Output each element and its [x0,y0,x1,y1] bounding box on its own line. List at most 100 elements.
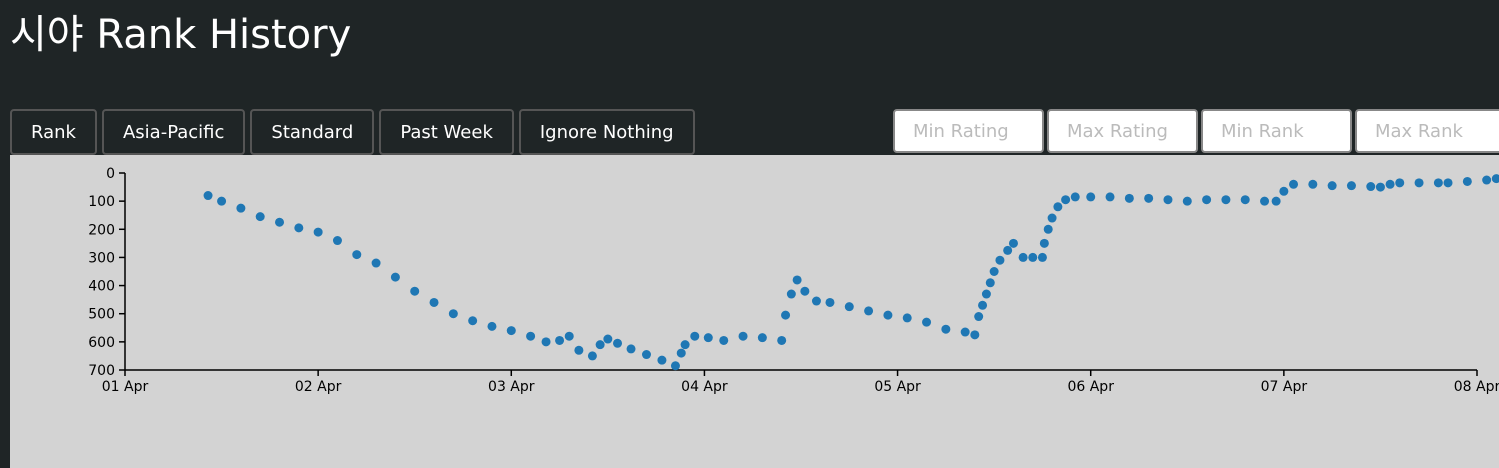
point [825,297,835,307]
point [1144,193,1154,203]
point [526,331,536,341]
point [792,275,802,285]
point [236,203,246,213]
point [1462,176,1472,186]
point [1163,195,1173,205]
point [781,310,791,320]
point [487,321,497,331]
x-tick-label: 05 Apr [874,379,921,395]
point [1375,182,1385,192]
x-tick-label: 06 Apr [1067,379,1114,395]
point [1385,179,1395,189]
x-tick-label: 08 Apr [1454,379,1499,395]
point [978,300,988,310]
point [1043,224,1053,234]
point [1202,195,1212,205]
point [1124,193,1134,203]
point [1308,179,1318,189]
point [1028,252,1038,262]
x-tick-label: 02 Apr [295,379,342,395]
page-title: 시야 Rank History [10,12,352,58]
point [960,327,970,337]
point [1271,196,1281,206]
point [1260,196,1270,206]
point [1221,195,1231,205]
point [676,348,686,358]
point [429,297,439,307]
point [332,236,342,246]
point [1037,252,1047,262]
point [670,361,680,371]
point [1395,178,1405,188]
x-tick-label: 01 Apr [102,379,149,395]
max-rating-input[interactable] [1047,109,1198,153]
region-button[interactable]: Asia-Pacific [101,109,246,155]
point [1443,178,1453,188]
y-tick-label: 100 [88,194,115,210]
point [506,326,516,336]
point [564,331,574,341]
point [800,286,810,296]
point [985,278,995,288]
point [777,335,787,345]
point [1053,202,1063,212]
max-rank-input[interactable] [1355,109,1499,153]
point [719,335,729,345]
point [313,227,323,237]
mode-button[interactable]: Standard [250,109,375,155]
point [352,250,362,260]
rank-button[interactable]: Rank [10,109,97,155]
point [902,313,912,323]
point [1061,195,1071,205]
point [410,286,420,296]
point [703,333,713,343]
min-rank-input[interactable] [1201,109,1352,153]
point [1003,245,1013,255]
point [203,191,213,201]
point [574,345,584,355]
point [1070,192,1080,202]
point [995,255,1005,265]
point [255,212,265,222]
point [970,330,980,340]
point [1327,181,1337,191]
ignore-button[interactable]: Ignore Nothing [518,109,695,155]
point [1414,178,1424,188]
point [757,333,767,343]
period-button[interactable]: Past Week [379,109,514,155]
y-tick-label: 500 [88,307,115,323]
point [555,335,565,345]
point [864,306,874,316]
point [603,334,613,344]
y-tick-label: 300 [88,250,115,266]
x-tick-label: 04 Apr [681,379,728,395]
point [275,217,285,227]
point [1279,186,1289,196]
y-tick-label: 400 [88,279,115,295]
point [1289,179,1299,189]
point [738,331,748,341]
point [922,317,932,327]
point [595,340,605,350]
point [468,316,478,326]
point [981,289,991,299]
point [680,340,690,350]
x-tick-label: 07 Apr [1261,379,1308,395]
point [941,324,951,334]
point [1366,182,1376,192]
point [587,351,597,361]
point [294,223,304,233]
point [448,309,458,319]
point [1240,195,1250,205]
point [1018,252,1028,262]
point [371,258,381,268]
point [1491,174,1499,184]
point [641,350,651,360]
min-rating-input[interactable] [893,109,1044,153]
y-tick-label: 700 [88,363,115,379]
point [1008,238,1018,248]
point [541,337,551,347]
point [786,289,796,299]
